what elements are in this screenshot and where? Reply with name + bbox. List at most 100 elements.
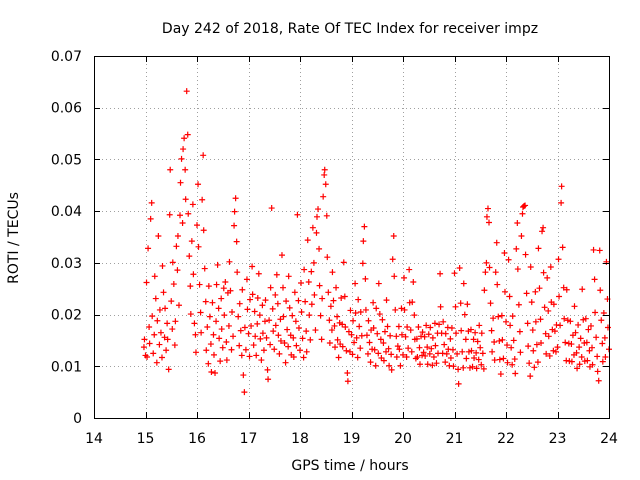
data-point — [517, 349, 524, 356]
data-point — [599, 358, 606, 365]
data-point — [304, 237, 311, 244]
data-point — [577, 335, 584, 342]
data-point — [397, 362, 404, 369]
data-point — [218, 326, 225, 333]
data-point — [547, 263, 554, 270]
data-point — [282, 359, 289, 366]
axis-ticks — [94, 56, 610, 419]
data-point — [252, 333, 259, 340]
data-point — [199, 196, 206, 203]
data-point — [245, 330, 252, 337]
data-point — [330, 297, 337, 304]
data-point — [353, 334, 360, 341]
data-point — [510, 337, 517, 344]
data-point — [234, 269, 241, 276]
data-point — [160, 289, 167, 296]
data-point — [205, 360, 212, 367]
data-point — [277, 316, 284, 323]
data-point — [254, 295, 261, 302]
data-point — [377, 336, 384, 343]
data-point — [322, 181, 329, 188]
data-point — [393, 333, 400, 340]
data-point — [178, 155, 185, 162]
data-point — [292, 318, 299, 325]
data-point — [329, 269, 336, 276]
data-point — [177, 179, 184, 186]
data-point — [231, 208, 238, 215]
x-tick-label: 17 — [240, 431, 258, 447]
data-point — [236, 342, 243, 349]
data-point — [390, 232, 397, 239]
data-point — [596, 247, 603, 254]
data-point — [425, 331, 432, 338]
data-point — [530, 347, 537, 354]
data-point — [238, 352, 245, 359]
data-point — [467, 326, 474, 333]
data-point — [209, 299, 216, 306]
data-point — [163, 347, 170, 354]
data-point — [150, 350, 157, 357]
data-point — [305, 278, 312, 285]
data-point — [257, 335, 264, 342]
data-point — [204, 323, 211, 330]
data-point — [427, 324, 434, 331]
data-point — [367, 359, 374, 366]
data-point — [486, 264, 493, 271]
data-point — [440, 318, 447, 325]
data-point — [285, 273, 292, 280]
data-point — [424, 344, 431, 351]
data-point — [313, 213, 320, 220]
data-point — [173, 243, 180, 250]
data-point — [448, 325, 455, 332]
data-point — [373, 305, 380, 312]
data-point — [217, 358, 224, 365]
data-point — [335, 354, 342, 361]
data-point — [280, 313, 287, 320]
data-point — [184, 131, 191, 138]
data-point — [170, 281, 177, 288]
data-point — [380, 357, 387, 364]
data-point — [540, 269, 547, 276]
data-point — [175, 302, 182, 309]
data-point — [545, 307, 552, 314]
data-point — [235, 313, 242, 320]
data-point — [192, 331, 199, 338]
data-point — [590, 246, 597, 253]
data-point — [429, 362, 436, 369]
data-point — [514, 220, 521, 227]
data-point — [317, 312, 324, 319]
data-point — [489, 348, 496, 355]
data-point — [473, 365, 480, 372]
data-point — [562, 339, 569, 346]
data-point — [180, 146, 187, 153]
data-point — [162, 305, 169, 312]
data-point — [535, 245, 542, 252]
data-point — [591, 276, 598, 283]
data-point — [437, 270, 444, 277]
data-point — [149, 313, 156, 320]
data-point — [582, 315, 589, 322]
data-point — [356, 323, 363, 330]
data-point — [140, 344, 147, 351]
data-point — [212, 370, 219, 377]
data-point — [522, 202, 529, 209]
data-point — [321, 166, 328, 173]
data-point — [370, 299, 377, 306]
data-point — [297, 347, 303, 354]
data-point — [270, 328, 277, 335]
data-point — [371, 346, 378, 353]
data-point — [493, 239, 500, 246]
data-point — [585, 326, 592, 333]
data-point — [309, 224, 316, 231]
data-point — [306, 312, 313, 319]
data-point — [316, 282, 323, 289]
data-point — [222, 278, 229, 285]
data-point — [406, 266, 413, 273]
data-point — [200, 152, 207, 159]
data-point — [513, 245, 520, 252]
data-point — [299, 335, 306, 342]
data-point — [574, 365, 581, 372]
data-point — [215, 305, 222, 312]
data-point — [188, 238, 195, 245]
